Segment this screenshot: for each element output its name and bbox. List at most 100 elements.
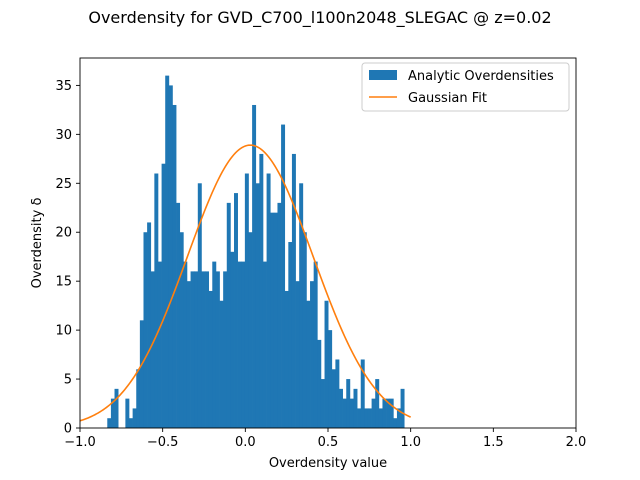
histogram-bar (382, 398, 387, 428)
histogram-bar (324, 300, 329, 428)
histogram-bar (320, 379, 325, 428)
histogram-bar (310, 281, 315, 428)
x-tick-label: 1.0 (400, 435, 421, 450)
legend-box (361, 62, 570, 112)
histogram-bar (386, 398, 391, 428)
histogram-bar (313, 261, 318, 428)
histogram-bars (107, 75, 405, 429)
legend: Analytic Overdensities Gaussian Fit (361, 62, 570, 112)
histogram-bar (346, 379, 351, 428)
histogram-bar (194, 271, 199, 428)
histogram-bar (143, 232, 148, 428)
histogram-bar (201, 271, 206, 428)
histogram-bar (331, 369, 336, 428)
histogram-bar (299, 183, 304, 428)
y-tick-label: 5 (64, 373, 72, 388)
histogram-bar (317, 339, 322, 428)
histogram-bar (205, 271, 210, 428)
legend-histogram-label: Analytic Overdensities (408, 69, 554, 84)
x-tick-label: −0.5 (147, 435, 179, 450)
x-axis-ticks: −1.0 −0.5 0.0 0.5 1.0 1.5 2.0 (64, 428, 586, 450)
plot-area (79, 57, 577, 429)
histogram-bar (125, 398, 130, 428)
histogram-bar (139, 320, 144, 428)
y-tick-label: 10 (55, 324, 72, 339)
histogram-bar (183, 261, 188, 428)
histogram-bar (197, 183, 202, 428)
histogram-bar (147, 222, 152, 428)
histogram-bar (223, 271, 228, 428)
x-tick-label: 2.0 (566, 435, 587, 450)
histogram-bar (248, 232, 253, 428)
histogram-bar (367, 408, 372, 428)
histogram-bar (165, 75, 170, 429)
y-tick-label: 15 (55, 275, 72, 290)
histogram-bar (353, 388, 358, 428)
histogram-bar (212, 261, 217, 428)
x-tick-label: 1.5 (483, 435, 504, 450)
histogram-bar (262, 261, 267, 428)
x-tick-label: 0.0 (235, 435, 256, 450)
histogram-bar (339, 388, 343, 428)
y-tick-label: 20 (55, 226, 72, 241)
legend-histogram-swatch (369, 70, 397, 80)
histogram-bar (295, 281, 300, 428)
histogram-bar (277, 202, 282, 428)
histogram-bar (342, 398, 347, 428)
histogram-bar (132, 408, 137, 428)
histogram-bar (335, 359, 340, 428)
histogram-bar (176, 202, 181, 428)
histogram-bar (136, 369, 141, 428)
histogram-bar (371, 398, 376, 428)
y-tick-label: 0 (64, 422, 72, 437)
histogram-bar (396, 408, 401, 428)
histogram-bar (288, 242, 293, 428)
histogram-bar (349, 398, 354, 428)
histogram-bar (302, 232, 307, 428)
chart-title: Overdensity for GVD_C700_l100n2048_SLEGA… (88, 8, 551, 28)
histogram-bar (237, 261, 242, 428)
histogram-bar (219, 300, 224, 428)
histogram-bar (284, 290, 289, 428)
histogram-bar (114, 388, 119, 428)
x-axis-label: Overdensity value (269, 456, 387, 471)
histogram-bar (259, 153, 264, 428)
histogram-bar (252, 104, 257, 428)
histogram-bar (266, 173, 271, 428)
histogram-bar (190, 271, 195, 428)
histogram-bar (291, 153, 296, 428)
histogram-bar (378, 408, 383, 428)
histogram-bar (129, 418, 133, 428)
histogram-bar (270, 212, 275, 428)
histogram-bar (215, 271, 220, 428)
gaussian-fit-line (79, 144, 411, 422)
histogram-bar (357, 408, 362, 428)
histogram-bar (150, 271, 155, 428)
histogram-bar (364, 408, 369, 428)
histogram-bar (161, 163, 166, 428)
y-tick-label: 30 (55, 128, 72, 143)
histogram-bar (244, 173, 249, 428)
x-tick-label: 0.5 (318, 435, 339, 450)
histogram-bar (328, 330, 333, 428)
x-tick-label: −1.0 (64, 435, 96, 450)
y-tick-label: 25 (55, 177, 72, 192)
histogram-bar (208, 290, 213, 428)
histogram-bar (179, 232, 184, 428)
histogram-bar (375, 379, 380, 428)
y-axis-ticks: 0 5 10 15 20 25 30 35 (55, 79, 80, 437)
histogram-bar (306, 300, 311, 428)
histogram-bar (241, 261, 246, 428)
legend-fit-label: Gaussian Fit (408, 91, 487, 106)
histogram-bar (389, 398, 394, 428)
histogram-bar (273, 212, 278, 428)
histogram-bar (172, 104, 177, 428)
histogram-bar (360, 359, 365, 428)
histogram-bar (107, 418, 112, 428)
histogram-bar (393, 418, 398, 428)
y-tick-label: 35 (55, 79, 72, 94)
histogram-bar (281, 124, 286, 428)
histogram-bar (110, 398, 115, 428)
histogram-bar (234, 193, 238, 428)
histogram-bar (230, 251, 235, 428)
